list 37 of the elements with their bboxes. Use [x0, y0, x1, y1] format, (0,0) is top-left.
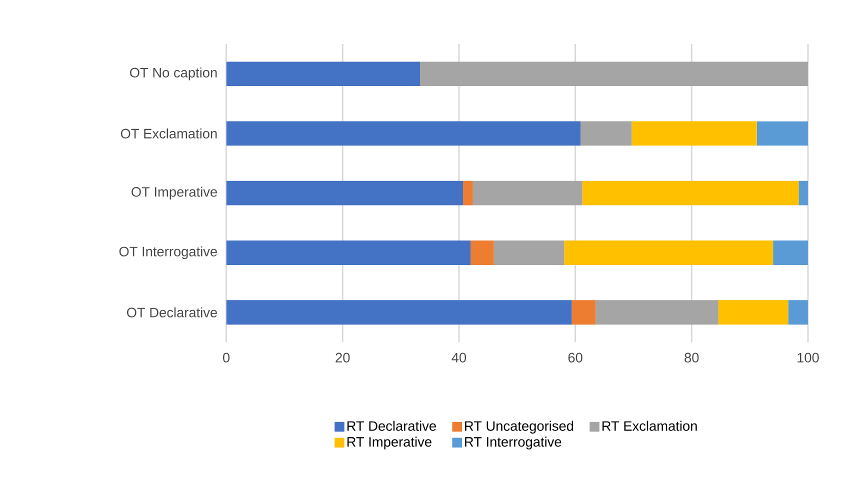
bar: [596, 300, 718, 325]
legend-label: RT Uncategorised: [465, 421, 574, 434]
bar: [226, 121, 581, 146]
x-tick-label: 0: [223, 353, 230, 363]
bar: [572, 300, 596, 325]
bar: [632, 121, 757, 146]
y-tick-label: OT Interrogative: [119, 246, 217, 260]
x-tick-label: 60: [568, 353, 582, 363]
bar: [463, 181, 473, 206]
bar: [226, 181, 464, 206]
y-tick-label: OT No caption: [130, 68, 217, 80]
bar: [788, 300, 808, 325]
bar: [226, 240, 471, 266]
bar: [226, 300, 572, 325]
x-tick-label: 100: [798, 353, 819, 363]
x-tick-label: 80: [684, 353, 699, 363]
bar: [798, 181, 808, 206]
bar: [472, 181, 582, 206]
legend-label: RT Interrogative: [465, 436, 562, 450]
legend-label: RT Declarative: [347, 421, 436, 432]
bar: [494, 240, 564, 266]
bar: [420, 62, 808, 86]
bar: [580, 121, 632, 146]
legend-label: RT Imperative: [347, 436, 432, 450]
legend-label: RT Exclamation: [602, 421, 697, 432]
bar: [718, 300, 788, 325]
y-tick-label: OT Exclamation: [120, 128, 217, 139]
bar: [226, 62, 420, 86]
y-tick-label: OT Declarative: [126, 308, 217, 318]
x-tick-label: 40: [452, 353, 466, 363]
bar: [756, 121, 808, 146]
bar: [564, 240, 774, 266]
y-tick-label: OT Imperative: [132, 186, 218, 200]
bar: [470, 240, 494, 266]
bar: [582, 181, 799, 206]
bar: [773, 240, 808, 266]
x-tick-label: 20: [336, 353, 350, 363]
